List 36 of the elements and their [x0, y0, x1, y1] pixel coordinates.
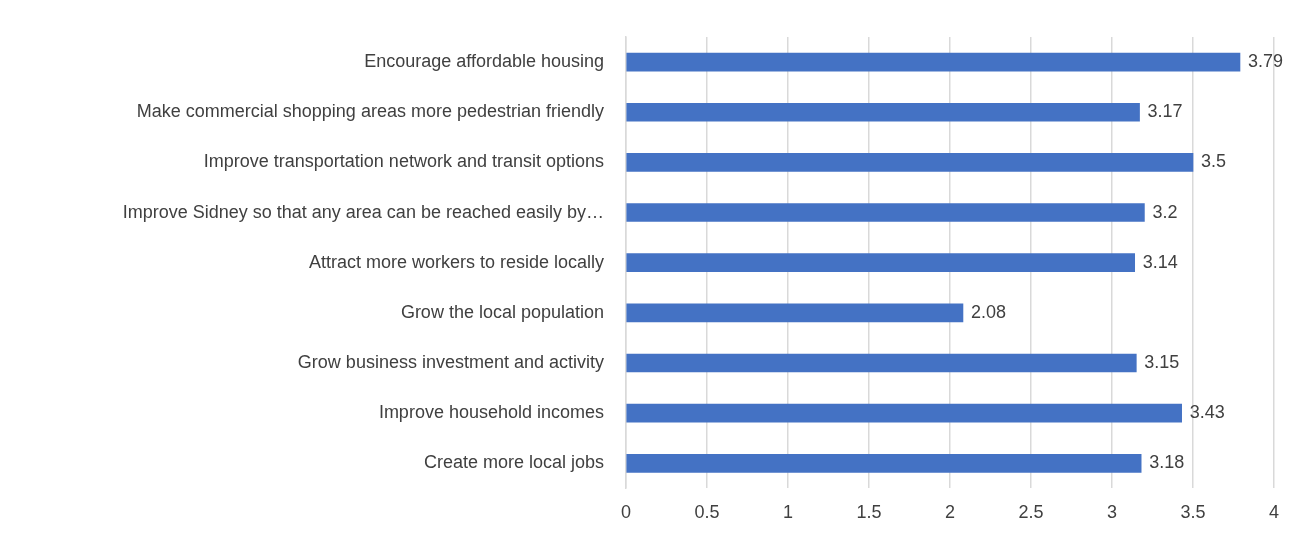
bar: [626, 403, 1182, 423]
y-tick-label: Grow the local population: [400, 301, 604, 322]
y-tick-label: Encourage affordable housing: [364, 51, 604, 72]
bar: [626, 303, 964, 323]
data-label: 2.08: [970, 301, 1007, 322]
y-tick-label: Improve household incomes: [378, 402, 604, 423]
bar: [626, 153, 1194, 172]
data-label: 3.2: [1152, 201, 1178, 222]
bar: [626, 203, 1145, 222]
data-label: 3.43: [1189, 402, 1225, 423]
x-tick-label: 2: [944, 502, 956, 523]
y-tick-label: Grow business investment and activity: [297, 351, 604, 372]
x-tick-label: 0: [620, 502, 632, 523]
x-tick-label: 2.5: [1018, 502, 1044, 523]
x-tick-label: 0.5: [694, 502, 720, 523]
x-tick-label: 1.5: [856, 502, 882, 523]
bar: [626, 253, 1136, 273]
x-tick-label: 3: [1106, 502, 1118, 523]
y-tick-label: Make commercial shopping areas more pedestrian friendly: [136, 101, 604, 122]
bar: [626, 52, 1241, 72]
data-label: 3.79: [1247, 51, 1284, 72]
bar: [626, 102, 1140, 122]
y-tick-label: Attract more workers to reside locally: [308, 251, 604, 272]
bar: [626, 353, 1137, 373]
y-tick-label: Improve transportation network and transit options: [203, 151, 604, 172]
x-tick-label: 4: [1268, 502, 1280, 523]
data-label: 3.15: [1144, 351, 1180, 372]
y-tick-label: Improve Sidney so that any area can be reached easily by…: [122, 201, 604, 222]
x-tick-label: 1: [782, 502, 794, 523]
data-label: 3.5: [1201, 151, 1227, 172]
data-label: 3.14: [1142, 251, 1178, 272]
bar: [626, 453, 1142, 473]
x-tick-label: 3.5: [1180, 502, 1206, 523]
y-tick-label: Create more local jobs: [423, 452, 604, 473]
data-label: 3.18: [1149, 452, 1185, 473]
data-label: 3.17: [1147, 101, 1183, 122]
